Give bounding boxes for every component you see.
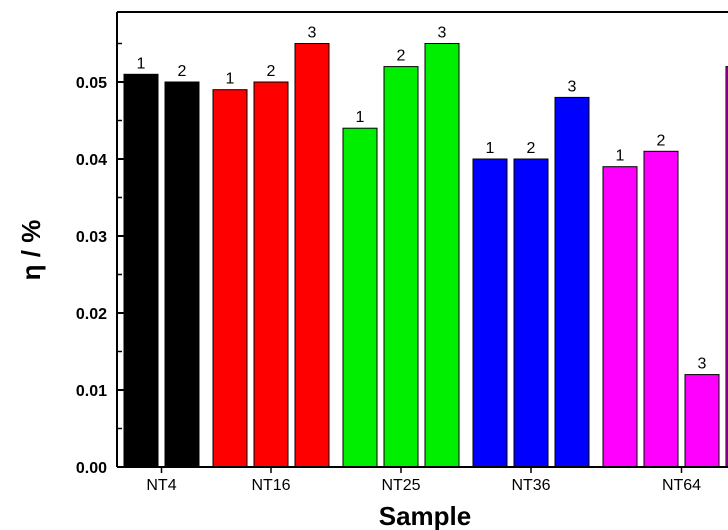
bar-nt25-3 bbox=[424, 43, 460, 468]
bar-nt25-1 bbox=[342, 127, 378, 468]
axes-layer bbox=[116, 11, 728, 468]
bar-nt16-1 bbox=[212, 89, 248, 468]
x-axis-title: Sample bbox=[379, 501, 472, 530]
bar-nt36-1 bbox=[472, 158, 508, 468]
y-tick-label: 0.04 bbox=[76, 152, 107, 169]
bar-nt64-3 bbox=[684, 374, 720, 468]
y-tick-label: 0.05 bbox=[76, 75, 107, 92]
bar-data-label: 2 bbox=[178, 63, 187, 80]
x-category-label: NT16 bbox=[251, 477, 290, 494]
bar-data-label: 2 bbox=[657, 132, 666, 149]
bar-nt64-2 bbox=[643, 150, 679, 468]
bar-data-label: 2 bbox=[397, 48, 406, 65]
bar-data-label: 1 bbox=[137, 55, 146, 72]
bar-nt36-2 bbox=[513, 158, 549, 468]
bar-data-label: 1 bbox=[226, 71, 235, 88]
bar-data-label: 3 bbox=[438, 25, 447, 42]
y-tick-label: 0.03 bbox=[76, 229, 107, 246]
bar-data-label: 1 bbox=[356, 109, 365, 126]
y-tick-label: 0.02 bbox=[76, 306, 107, 323]
bar-nt4-2 bbox=[164, 81, 200, 468]
bar-data-label: 1 bbox=[486, 140, 495, 157]
bar-data-label: 3 bbox=[308, 25, 317, 42]
ticks-layer: 0.00 0.01 0.02 0.03 0.04 0.05 NT4 NT16 NT25 NT36 N… bbox=[76, 42, 701, 494]
bars-layer: 121231231231234 bbox=[123, 25, 728, 468]
bar-data-label: 3 bbox=[698, 356, 707, 373]
bar-data-label: 2 bbox=[527, 140, 536, 157]
x-category-label: NT36 bbox=[511, 477, 550, 494]
y-axis-title: η / % bbox=[16, 220, 46, 281]
bar-data-label: 3 bbox=[568, 78, 577, 95]
x-category-label: NT64 bbox=[662, 477, 701, 494]
bar-nt4-1 bbox=[123, 73, 159, 468]
bar-nt36-3 bbox=[554, 96, 590, 468]
bar-data-label: 2 bbox=[267, 63, 276, 80]
bar-nt64-1 bbox=[602, 166, 638, 468]
bar-data-label: 1 bbox=[616, 148, 625, 165]
y-tick-label: 0.01 bbox=[76, 383, 107, 400]
x-category-label: NT25 bbox=[381, 477, 420, 494]
y-tick-label: 0.00 bbox=[76, 460, 107, 477]
bar-nt16-2 bbox=[253, 81, 289, 468]
bar-nt25-2 bbox=[383, 66, 419, 468]
x-category-label: NT4 bbox=[146, 477, 176, 494]
bar-nt16-3 bbox=[294, 43, 330, 468]
